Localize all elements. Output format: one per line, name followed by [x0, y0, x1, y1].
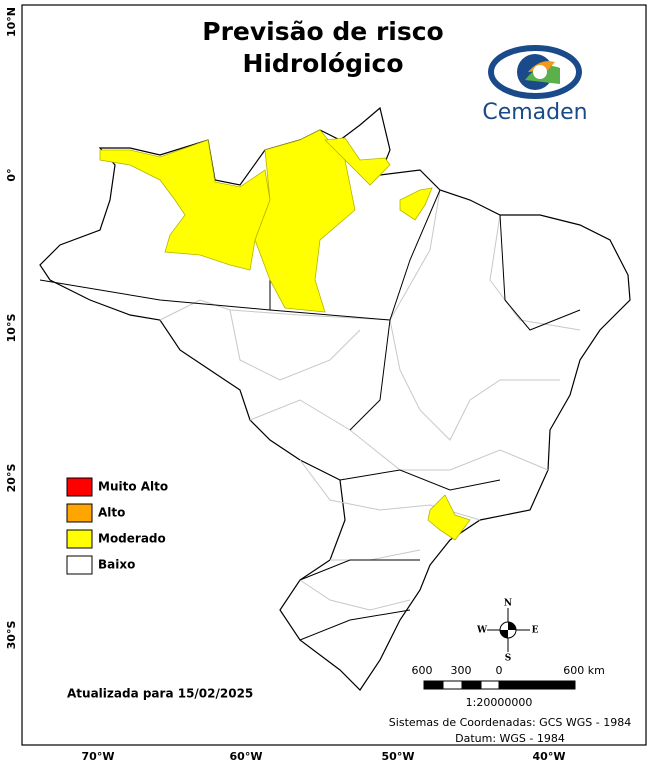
longitude-label: 60°W: [230, 750, 263, 763]
latitude-label: 10°S: [5, 314, 18, 343]
update-date: Atualizada para 15/02/2025: [67, 687, 253, 701]
compass-label: W: [476, 626, 488, 636]
legend-swatch: [66, 529, 93, 549]
moderate-risk-areas: [99, 129, 471, 541]
compass-label: E: [532, 626, 539, 636]
scale-label: 600 km: [563, 664, 605, 677]
longitude-label: 70°W: [82, 750, 115, 763]
latitude-label: 20°S: [5, 464, 18, 493]
legend-label: Muito Alto: [98, 480, 168, 494]
crs-text: Sistemas de Coordenadas: GCS WGS - 1984: [389, 716, 631, 729]
compass: [487, 608, 530, 652]
latitude-label: 0°: [5, 168, 18, 181]
logo-icon: [488, 45, 582, 99]
scale-bar: [423, 680, 576, 690]
title-line: Previsão de risco: [202, 17, 443, 46]
title-line: Hidrológico: [242, 49, 403, 78]
scale-label: 600: [412, 664, 433, 677]
legend: Muito Alto Alto Moderado Baixo: [66, 477, 168, 575]
scale-label: 0: [496, 664, 503, 677]
logo-text: Cemaden: [482, 100, 587, 125]
latitude-label: 30°S: [5, 621, 18, 650]
legend-label: Alto: [98, 506, 125, 520]
scale-label: 300: [451, 664, 472, 677]
latitude-label: 10°N: [5, 7, 18, 37]
compass-label: N: [504, 599, 512, 609]
legend-swatch: [66, 477, 93, 497]
coordinate-labels: 70°W 60°W 50°W 40°W 10°N 0° 10°S 20°S 30°S: [5, 7, 565, 763]
crs-text: Datum: WGS - 1984: [455, 732, 565, 745]
scale-ratio: 1:20000000: [466, 696, 533, 709]
scale-labels: 600 300 0 600 km: [412, 664, 605, 677]
legend-label: Baixo: [98, 558, 135, 572]
legend-label: Moderado: [98, 532, 166, 546]
legend-swatch: [66, 503, 93, 523]
compass-label: S: [505, 654, 512, 664]
longitude-label: 50°W: [382, 750, 415, 763]
legend-swatch: [66, 555, 93, 575]
longitude-label: 40°W: [533, 750, 566, 763]
